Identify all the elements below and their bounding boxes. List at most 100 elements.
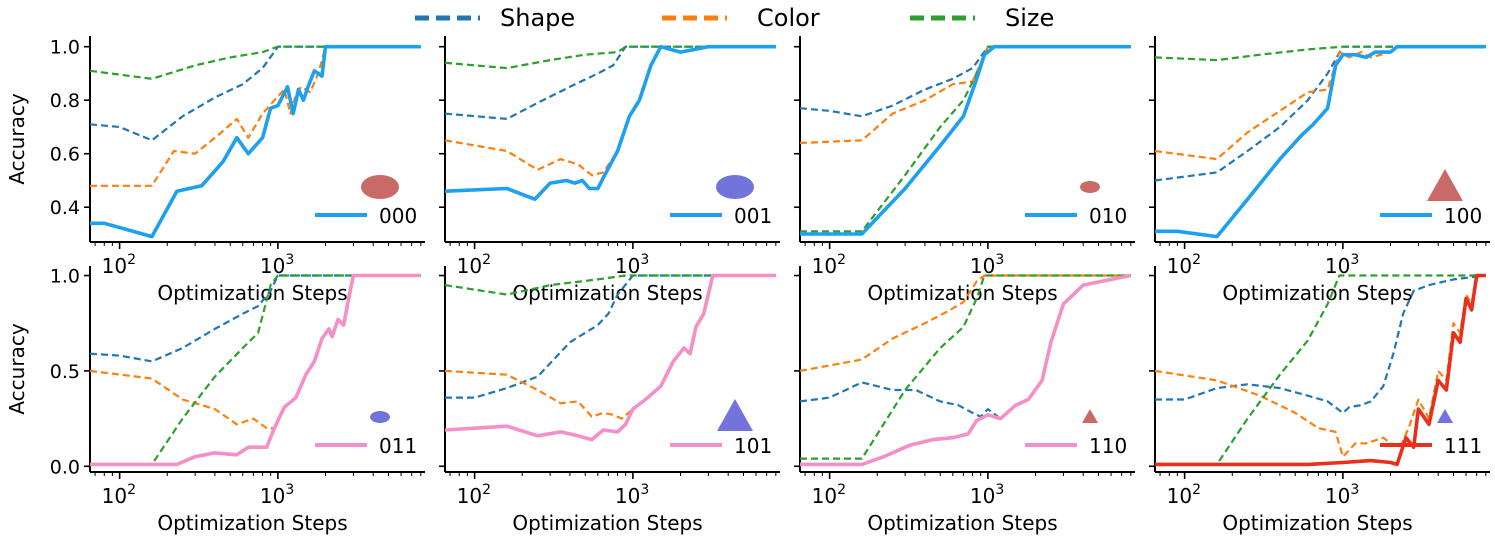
legend-label-size: Size	[1005, 4, 1054, 32]
x-tick-base: 10	[615, 254, 640, 278]
panel-legend-label: 000	[379, 204, 417, 228]
series-line-shape	[445, 274, 776, 399]
series-line-shape	[444, 45, 776, 121]
x-tick-label: 102	[1167, 252, 1201, 278]
series-line-size	[1154, 45, 1486, 62]
x-tick-exp: 2	[482, 482, 491, 498]
x-axis-label: Optimization Steps	[867, 281, 1057, 305]
x-tick-base: 10	[615, 484, 640, 508]
shape-triangle-icon	[1082, 409, 1098, 423]
x-tick-label: 103	[970, 482, 1004, 508]
series-line-shape	[1155, 274, 1486, 414]
series-line-color	[799, 274, 1131, 372]
series-line-011	[90, 273, 421, 467]
x-axis-label: Optimization Steps	[1222, 281, 1412, 305]
y-tick-label: 0.4	[50, 197, 80, 219]
x-tick-label: 102	[457, 482, 491, 508]
panel-111: 102 103 Optimization Steps 111	[1149, 266, 1490, 535]
legend: Shape Color Size	[415, 4, 1054, 32]
x-tick-exp: 2	[482, 252, 491, 268]
y-tick-label: 0.5	[50, 361, 80, 383]
y-tick-label: 0.0	[50, 456, 80, 478]
series-line-100	[1155, 44, 1486, 239]
x-tick-base: 10	[102, 254, 127, 278]
y-axis-label: Accuracy	[5, 93, 29, 184]
series-line-size	[1155, 274, 1486, 466]
legend-label-shape: Shape	[500, 4, 575, 32]
x-axis-label: Optimization Steps	[157, 511, 347, 535]
x-tick-exp: 3	[640, 482, 649, 498]
panel-101: 102 103 Optimization Steps 101	[439, 266, 780, 535]
series-line-000	[90, 44, 421, 239]
x-tick-exp: 3	[640, 252, 649, 268]
y-axis-label: Accuracy	[5, 323, 29, 414]
series-line-001	[444, 44, 776, 201]
x-tick-label: 102	[812, 482, 846, 508]
shape-triangle-icon	[1427, 169, 1463, 201]
series-line-111	[1155, 273, 1486, 467]
x-tick-base: 10	[812, 484, 837, 508]
x-tick-label: 103	[260, 252, 294, 278]
series-line-shape	[89, 45, 421, 142]
series-line-color	[90, 45, 421, 187]
x-tick-exp: 3	[285, 482, 294, 498]
x-tick-exp: 2	[127, 252, 136, 268]
x-tick-label: 103	[970, 252, 1004, 278]
series-line-size	[800, 274, 1131, 460]
x-tick-exp: 3	[285, 252, 294, 268]
x-tick-label: 103	[1325, 252, 1359, 278]
x-tick-label: 102	[102, 252, 136, 278]
x-tick-label: 103	[260, 482, 294, 508]
x-tick-base: 10	[260, 254, 285, 278]
x-tick-base: 10	[812, 254, 837, 278]
series-line-101	[444, 273, 776, 442]
x-tick-base: 10	[1325, 254, 1350, 278]
series-line-size	[800, 45, 1131, 233]
legend-label-color: Color	[757, 4, 820, 32]
x-tick-exp: 3	[1350, 482, 1359, 498]
x-tick-exp: 2	[127, 482, 136, 498]
series-line-size	[444, 45, 776, 70]
x-tick-exp: 3	[995, 252, 1004, 268]
x-axis-label: Optimization Steps	[512, 511, 702, 535]
series-line-shape	[1154, 45, 1486, 182]
x-tick-exp: 3	[1350, 252, 1359, 268]
series-line-size	[90, 274, 421, 466]
x-tick-exp: 3	[995, 482, 1004, 498]
shape-ellipse-icon	[1080, 181, 1100, 193]
panel-legend-label: 111	[1444, 434, 1482, 458]
series-line-shape	[89, 274, 421, 363]
x-tick-base: 10	[102, 484, 127, 508]
x-axis-label: Optimization Steps	[512, 281, 702, 305]
x-tick-base: 10	[1325, 484, 1350, 508]
shape-triangle-icon	[1437, 409, 1453, 423]
panel-legend-label: 011	[379, 434, 417, 458]
panel-legend-label: 101	[734, 434, 772, 458]
x-tick-label: 102	[102, 482, 136, 508]
panel-legend-label: 100	[1444, 204, 1482, 228]
x-tick-base: 10	[1167, 254, 1192, 278]
x-axis-label: Optimization Steps	[867, 511, 1057, 535]
x-axis-label: Optimization Steps	[1222, 511, 1412, 535]
x-tick-label: 102	[457, 252, 491, 278]
series-line-010	[800, 44, 1131, 236]
x-axis-label: Optimization Steps	[157, 281, 347, 305]
x-tick-exp: 2	[1192, 482, 1201, 498]
shape-ellipse-icon	[361, 175, 399, 199]
x-tick-exp: 2	[1192, 252, 1201, 268]
x-tick-base: 10	[457, 254, 482, 278]
y-tick-label: 0.6	[50, 144, 80, 166]
series-line-color	[1154, 45, 1486, 161]
x-tick-base: 10	[970, 254, 995, 278]
y-tick-label: 1.0	[50, 266, 80, 288]
x-tick-base: 10	[260, 484, 285, 508]
x-tick-base: 10	[970, 484, 995, 508]
x-tick-label: 102	[1167, 482, 1201, 508]
x-tick-exp: 2	[837, 482, 846, 498]
y-tick-label: 0.8	[50, 90, 80, 112]
x-tick-exp: 2	[837, 252, 846, 268]
